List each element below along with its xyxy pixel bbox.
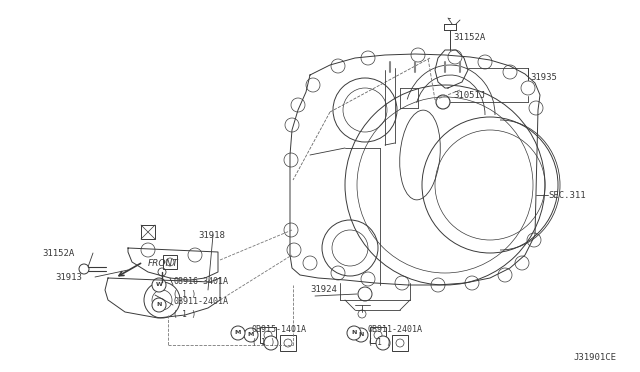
Text: FRONT: FRONT [148, 259, 179, 267]
Circle shape [244, 328, 258, 342]
Text: 31152A: 31152A [42, 248, 74, 257]
Circle shape [152, 278, 166, 292]
FancyBboxPatch shape [370, 327, 386, 343]
FancyBboxPatch shape [280, 335, 296, 351]
Text: M: M [235, 330, 241, 336]
FancyBboxPatch shape [163, 255, 177, 269]
Text: N: N [156, 302, 162, 308]
Text: 31152A: 31152A [453, 33, 485, 42]
Text: 0B911-2401A: 0B911-2401A [173, 298, 228, 307]
Text: ( 1 ): ( 1 ) [368, 337, 391, 346]
Text: J31901CE: J31901CE [573, 353, 616, 362]
FancyBboxPatch shape [392, 335, 408, 351]
Text: M: M [248, 333, 254, 337]
Text: 0B915-1401A: 0B915-1401A [252, 326, 307, 334]
Text: 31913: 31913 [55, 273, 82, 282]
Circle shape [264, 336, 278, 350]
Text: W: W [156, 282, 163, 288]
Text: 0B911-2401A: 0B911-2401A [368, 326, 423, 334]
Circle shape [376, 336, 390, 350]
Text: 31918: 31918 [198, 231, 225, 240]
Circle shape [152, 298, 166, 312]
Text: 31935: 31935 [530, 74, 557, 83]
FancyBboxPatch shape [260, 327, 276, 343]
Text: 31924: 31924 [310, 285, 337, 295]
Text: 31051J: 31051J [453, 92, 485, 100]
Text: ( 1 ): ( 1 ) [173, 310, 196, 318]
Text: ( 1 ): ( 1 ) [173, 289, 196, 298]
Text: SEC.311: SEC.311 [548, 190, 586, 199]
Circle shape [347, 326, 361, 340]
FancyBboxPatch shape [141, 225, 155, 239]
Circle shape [354, 328, 368, 342]
Text: 08916-3401A: 08916-3401A [173, 278, 228, 286]
Text: N: N [351, 330, 356, 336]
Text: N: N [358, 333, 364, 337]
Text: ( 1 ): ( 1 ) [252, 337, 275, 346]
Circle shape [231, 326, 245, 340]
